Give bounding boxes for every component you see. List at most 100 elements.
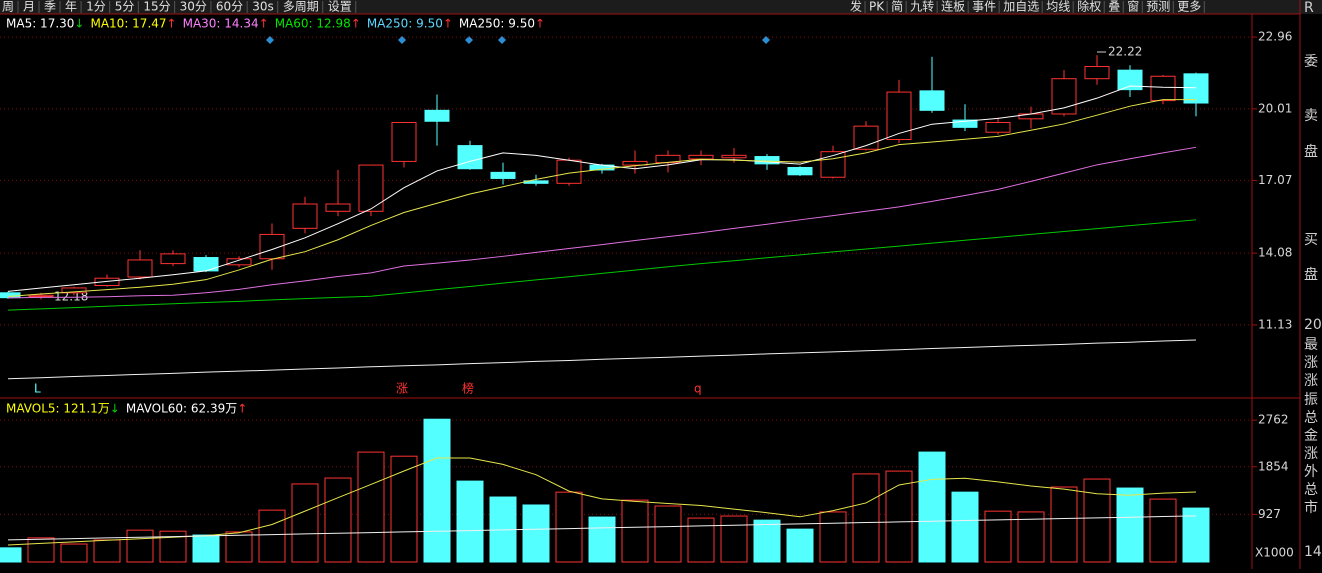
volume-bar [720,515,748,563]
high-label: 22.22 [1108,45,1142,59]
candle-body [226,258,252,266]
toolbar-button[interactable]: 更多 [1177,0,1201,14]
marker: L [34,382,41,396]
toolbar-button[interactable]: 周 [2,0,14,14]
sidebar-label: 买 [1304,232,1318,248]
sidebar-label: 涨 [1304,355,1318,371]
volume-bar [60,543,88,563]
toolbar-button[interactable]: 设置 [328,0,352,14]
event-markers [266,36,770,44]
toolbar-button[interactable]: 均线 [1046,0,1070,14]
candle-body [490,171,516,179]
toolbar-button[interactable]: 事件 [972,0,996,14]
toolbar-button[interactable]: 30s [252,0,274,14]
volume-bar [456,480,484,563]
volume-bar [588,516,616,563]
toolbar-button[interactable]: 叠 [1108,0,1120,14]
toolbar-button[interactable]: 除权 [1077,0,1101,14]
y-tick-label: 17.07 [1258,173,1292,187]
volume-bar [555,491,583,563]
sidebar-label: 市 [1304,499,1318,516]
legend-arrow: ↑ [167,17,177,31]
volume-bar [786,528,814,563]
sidebar-label: 外 [1304,464,1318,480]
toolbar-button[interactable]: 九转 [910,0,934,14]
volume-bar [291,483,319,563]
toolbar-button[interactable]: 发 [850,0,862,14]
legend-label: MA250: 9.50 [367,17,443,31]
legend-label: MAVOL5: 121.1万 [6,402,110,416]
volume-bar [1017,511,1045,563]
volume-bar [159,530,187,563]
toolbar-button[interactable]: 30分 [180,0,207,14]
sidebar-label: 涨 [1304,373,1318,389]
candle-body [193,257,219,272]
marker: 榜 [462,381,474,396]
volume-bar [27,537,55,563]
legend-arrow: ↑ [237,402,247,416]
volume-bar [885,470,913,563]
sidebar-label: 盘 [1304,143,1318,160]
y-tick-label: 11.13 [1258,317,1292,331]
y-tick-label: 20.01 [1258,101,1292,115]
toolbar-button[interactable]: 60分 [216,0,243,14]
marker: 涨 [396,381,408,396]
y-tick-label: 22.96 [1258,30,1292,44]
toolbar-button[interactable]: 连板 [941,0,965,14]
toolbar-button[interactable]: 年 [65,0,77,14]
volume-bar [984,510,1012,563]
volume-bar [324,477,352,563]
volume-bar [654,505,682,563]
legend-arrow: ↑ [259,17,269,31]
toolbar-button[interactable]: 多周期 [283,0,319,14]
toolbar-button[interactable]: 月 [23,0,35,14]
sidebar-label: 涨 [1304,446,1318,462]
volume-bar [126,529,154,563]
toolbar-button[interactable]: 1分 [86,0,106,14]
toolbar-button[interactable]: 窗 [1127,0,1139,14]
volume-bar [1083,478,1111,563]
volume-bar [1116,487,1144,563]
toolbar-button[interactable]: 季 [44,0,56,14]
ma-line [7,339,1197,380]
volume-bar [852,473,880,563]
volume-bar [357,451,385,563]
legend-label: MA250: 9.50 [459,17,535,31]
toolbar-button[interactable]: 简 [891,0,903,14]
candle-body [1117,69,1143,91]
candle-body [292,203,318,229]
candle-body [457,145,483,170]
unit-label: X1000 [1255,546,1294,560]
volume-bar [390,455,418,563]
toolbar-button[interactable]: 15分 [143,0,170,14]
sidebar-label: 振 [1304,392,1318,408]
toolbar-button[interactable]: 预测 [1146,0,1170,14]
candle-body [28,294,54,297]
candle-body [0,292,21,299]
volume-bar [1050,486,1078,563]
candle-body [127,259,153,278]
ma-line [7,99,1196,297]
legend-arrow: ↓ [110,402,120,416]
toolbar-button[interactable]: 加自选 [1003,0,1039,14]
volume-bar [258,509,286,563]
diamond [465,36,473,44]
volume-bar [951,491,979,563]
y-tick-label: 2762 [1258,413,1289,427]
candle-body [688,154,714,160]
volume-bar [423,418,451,563]
volume-bar [93,539,121,563]
sidebar-label: 卖 [1304,108,1318,124]
toolbar-button[interactable]: 5分 [115,0,135,14]
marker: q [694,382,702,396]
candle-body [1150,75,1176,102]
toolbar-button[interactable]: PK [869,0,885,14]
volume-bar [1182,507,1210,563]
legend-label: MA10: 17.47 [90,17,166,31]
legend-label: MA60: 12.98 [275,17,351,31]
legend-arrow: ↑ [443,17,453,31]
ma-line [7,219,1197,311]
